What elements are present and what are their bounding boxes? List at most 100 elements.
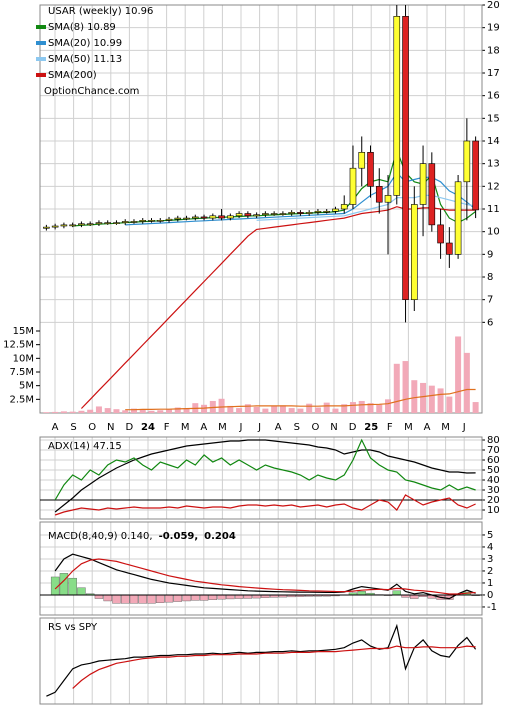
candle-body [472, 140, 479, 211]
x-tick-label: S [294, 422, 300, 433]
panel-frame [39, 436, 483, 520]
candle-body [60, 224, 68, 227]
x-tick-label: A [424, 422, 431, 433]
x-tick-label: D [126, 422, 134, 433]
y-tick-label: 12 [487, 181, 500, 192]
y2-tick-label: 10M [13, 353, 34, 364]
volume-bar [78, 410, 85, 413]
candle-body [235, 213, 243, 217]
volume-bar [472, 402, 479, 413]
candle-body [314, 210, 322, 213]
histogram-bar [103, 594, 112, 602]
volume-bar [428, 385, 435, 413]
legend-label: SMA(8) 10.89 [48, 22, 116, 33]
y-tick-label: 9 [487, 249, 493, 260]
y-tick-label: 50 [487, 465, 500, 476]
histogram-bar [410, 594, 419, 599]
y-tick-label: 40 [487, 475, 500, 486]
volume-bar [139, 409, 146, 413]
volume-bar [60, 411, 67, 413]
y-tick-label: -1 [487, 602, 497, 613]
y-tick-label: 17 [487, 68, 500, 79]
y-tick-label: 20 [487, 0, 500, 11]
indicator-line [54, 439, 476, 513]
volume-bar [227, 405, 234, 413]
y-tick-label: 80 [487, 435, 500, 446]
histogram-bar [112, 594, 121, 604]
histogram-bar [121, 594, 130, 604]
y-tick-label: 0 [487, 590, 493, 601]
y-tick-label: 7 [487, 295, 493, 306]
x-tick-label: 24 [141, 422, 155, 433]
volume-bar [393, 363, 400, 413]
histogram-bar [59, 573, 69, 596]
candle-body [340, 204, 348, 210]
x-tick-label: M [404, 422, 413, 433]
signal-label: 0.204 [204, 531, 236, 542]
volume-bar [314, 407, 321, 413]
y-tick-label: 11 [487, 204, 500, 215]
volume-bar [358, 400, 365, 413]
volume-bar [95, 406, 102, 413]
histogram-bar [208, 594, 218, 600]
candle-body [297, 212, 304, 214]
candle-body [174, 217, 182, 220]
candle-body [323, 210, 331, 213]
y-tick-label: 30 [487, 485, 500, 496]
indicator-line [54, 438, 476, 501]
candle-body [209, 215, 217, 219]
x-tick-label: 25 [364, 422, 378, 433]
histogram-bar [138, 594, 147, 604]
x-tick-label: M [218, 422, 227, 433]
watermark: OptionChance.com [44, 86, 139, 97]
candle-body [437, 224, 444, 244]
candle-body [305, 212, 313, 214]
histogram-bar [226, 594, 235, 600]
legend-swatch [36, 41, 46, 45]
x-tick-label: A [52, 422, 59, 433]
legend-swatch [36, 73, 46, 77]
legend-label: SMA(20) 10.99 [48, 38, 122, 49]
histogram-bar [94, 594, 104, 599]
histogram-bar [68, 577, 77, 596]
volume-bar [385, 399, 392, 413]
volume-bar [69, 411, 76, 413]
volume-bar [446, 396, 453, 413]
candle-body [367, 152, 374, 187]
candle-body [253, 214, 260, 217]
candle-body [288, 212, 295, 214]
y-tick-label: 18 [487, 45, 500, 56]
candle-body [419, 163, 427, 205]
candle-body [262, 213, 269, 215]
y-tick-label: 14 [487, 136, 500, 147]
candle-body [43, 226, 50, 229]
y-tick-label: 8 [487, 272, 493, 283]
candle-body [51, 225, 59, 228]
volume-bar [297, 408, 304, 413]
candle-body [384, 195, 392, 203]
volume-bar [183, 408, 190, 413]
candle-body [349, 167, 357, 205]
panel-title: ADX(14) 47.15 [48, 441, 122, 452]
histogram-bar [77, 587, 86, 596]
y2-tick-label: 15M [13, 326, 34, 337]
candle-body [410, 204, 418, 300]
candle-body [156, 220, 164, 222]
candle-body [358, 152, 366, 169]
y-tick-label: 4 [487, 542, 493, 553]
x-tick-label: N [107, 422, 114, 433]
y-tick-label: 10 [487, 227, 500, 238]
legend-label: SMA(50) 11.13 [48, 54, 122, 65]
histogram-bar [392, 590, 401, 596]
panel-title: MACD(8,40,9) 0.140, [48, 531, 153, 542]
volume-bar [288, 408, 295, 413]
candle-body [227, 215, 234, 219]
histogram-bar [156, 594, 165, 603]
indicator-line [72, 645, 476, 689]
sma-line [256, 194, 476, 221]
volume-bar [332, 408, 339, 413]
volume-bar [43, 412, 50, 413]
indicator-line [46, 623, 477, 697]
volume-bar [463, 352, 470, 413]
